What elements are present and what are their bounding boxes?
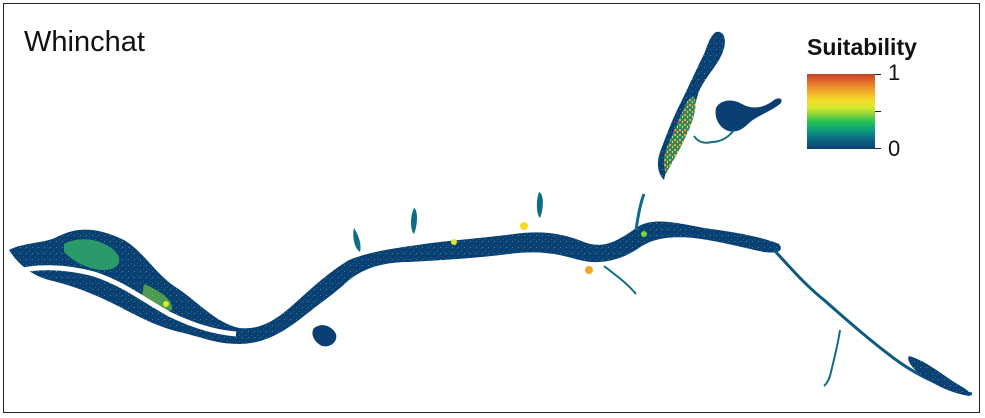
legend-label-max: 1	[888, 60, 901, 85]
hotspot	[451, 239, 457, 245]
tributary-north	[634, 193, 646, 231]
habitat-patch-east	[908, 356, 971, 396]
side-stream-east	[823, 329, 841, 387]
legend-tick-mid	[875, 111, 881, 112]
habitat-patch-north-small-2	[536, 192, 543, 218]
legend-tick-max	[875, 74, 881, 75]
hotspot	[520, 222, 528, 230]
river-east	[772, 248, 973, 396]
hotspot	[585, 266, 593, 274]
map-frame: Whinchat Suitability 1 0	[3, 3, 980, 413]
river-channel	[15, 265, 237, 337]
hotspot	[641, 231, 647, 237]
river-corridor-main	[9, 221, 781, 344]
map-title: Whinchat	[24, 26, 145, 58]
tributary-south	[603, 265, 637, 295]
habitat-patch-west	[64, 239, 120, 270]
habitat-patch-south	[312, 325, 337, 347]
legend-title: Suitability	[807, 34, 917, 60]
lake-outflow	[693, 129, 735, 144]
habitat-patch-north-small	[411, 208, 417, 234]
suitability-map	[9, 31, 973, 396]
tributary-hot-patch	[663, 96, 696, 174]
legend-color-bar	[807, 74, 875, 149]
legend-tick-min	[875, 148, 881, 149]
lake	[715, 98, 782, 132]
hotspot	[163, 301, 169, 307]
legend-label-min: 0	[888, 136, 901, 161]
habitat-patch-north-small-3	[353, 228, 361, 252]
